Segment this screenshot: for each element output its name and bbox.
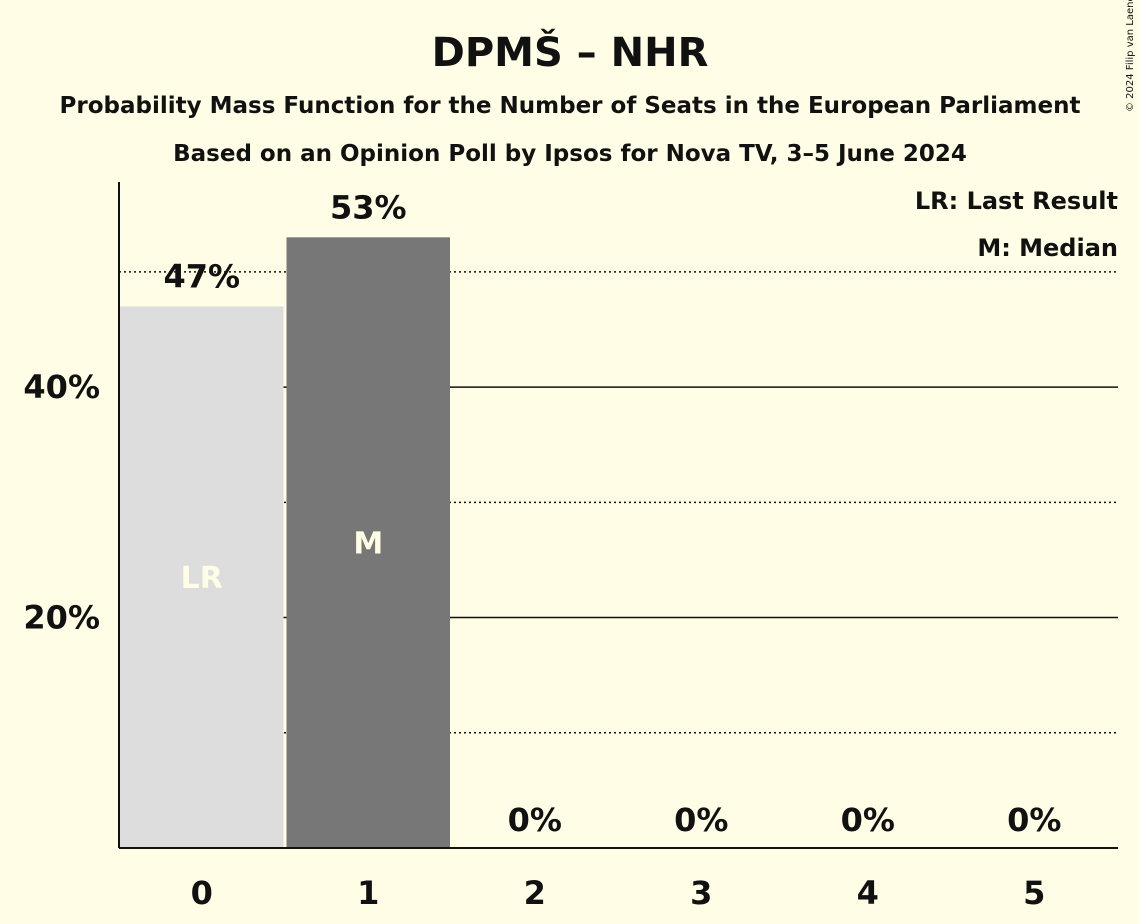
bar-mark-m: M: [353, 527, 383, 562]
y-tick-label-20: 20%: [23, 599, 100, 637]
value-label-seats-4: 0%: [841, 801, 895, 839]
bar-mark-lr: LR: [181, 561, 223, 596]
gridlines: [119, 271, 1118, 734]
value-label-seats-5: 0%: [1007, 801, 1061, 839]
chart-subtitle-source: Based on an Opinion Poll by Ipsos for No…: [173, 141, 967, 167]
x-tick-label-2: 2: [524, 874, 546, 912]
bar-seats-0: [120, 306, 284, 849]
x-tick-label-0: 0: [191, 874, 213, 912]
legend-last-result: LR: Last Result: [915, 187, 1118, 215]
axes: [118, 182, 1118, 849]
value-label-seats-2: 0%: [508, 801, 562, 839]
value-label-seats-3: 0%: [674, 801, 728, 839]
x-tick-label-3: 3: [690, 874, 712, 912]
x-tick-label-5: 5: [1023, 874, 1045, 912]
value-label-seats-1: 53%: [330, 188, 407, 226]
copyright-notice: © 2024 Filip van Laenen: [1125, 0, 1136, 112]
legend-median: M: Median: [977, 234, 1118, 262]
y-tick-label-40: 40%: [23, 368, 100, 406]
x-tick-label-1: 1: [357, 874, 379, 912]
chart-subtitle: Probability Mass Function for the Number…: [60, 93, 1081, 119]
bar-seats-1: [286, 237, 450, 848]
bars: [120, 237, 450, 849]
chart-title: DPMŠ – NHR: [432, 28, 709, 76]
value-label-seats-0: 47%: [163, 257, 240, 295]
x-tick-label-4: 4: [857, 874, 879, 912]
